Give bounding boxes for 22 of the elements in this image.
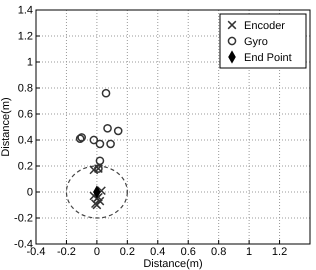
y-tick-label: 0.8 [18, 82, 33, 95]
y-tick-label: -0.2 [14, 212, 33, 225]
x-tick-label: -0.2 [56, 246, 76, 258]
x-tick-label: 0 [94, 246, 100, 258]
y-tick-label: 0 [26, 186, 33, 199]
x-axis-title: Distance(m) [143, 258, 203, 270]
y-tick-label: 1.2 [18, 30, 33, 43]
x-tick-label: 1.2 [272, 246, 288, 258]
y-tick-label: 0.6 [18, 108, 33, 121]
x-tick-label: 0.6 [180, 246, 196, 258]
x-tick-label: 1 [246, 246, 252, 258]
y-tick-label: 0.2 [18, 160, 33, 173]
legend-label: Gyro [244, 36, 268, 48]
x-tick-label: 0.4 [150, 246, 166, 258]
x-tick-label: 0.8 [211, 246, 226, 258]
legend-label: End Point [244, 52, 292, 64]
legend-label: Encoder [244, 20, 286, 32]
y-axis-title: Distance(m) [0, 97, 12, 157]
y-tick-label: 0.4 [18, 134, 33, 147]
y-tick-label: 1.4 [18, 4, 33, 17]
y-tick-label: 1 [26, 56, 33, 69]
x-tick-label: 0.2 [120, 246, 135, 258]
